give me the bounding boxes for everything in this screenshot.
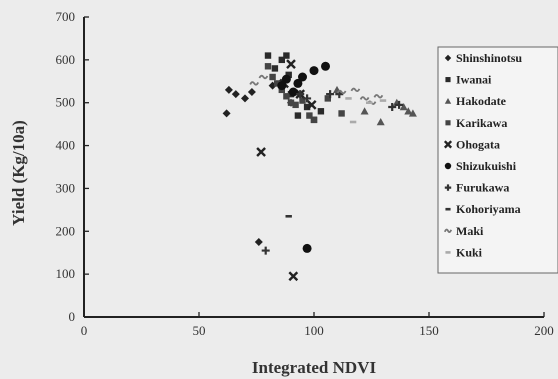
- y-tick-label: 700: [56, 9, 76, 24]
- legend-label: Furukawa: [456, 181, 509, 195]
- data-point: [222, 109, 231, 118]
- legend-label: Iwanai: [456, 73, 492, 87]
- legend-marker: [443, 228, 453, 233]
- data-point: [283, 52, 290, 59]
- data-point: [241, 94, 249, 103]
- legend-label: Shinshinotsu: [456, 51, 522, 65]
- y-tick-label: 200: [56, 223, 76, 238]
- data-point: [271, 65, 279, 72]
- data-point: [288, 271, 299, 282]
- series-furukawa: [261, 90, 404, 255]
- x-tick-label: 0: [81, 323, 88, 338]
- series-karikawa: [264, 63, 345, 124]
- data-point: [395, 100, 404, 109]
- data-point: [283, 93, 290, 100]
- data-point: [287, 99, 295, 106]
- legend-label: Hakodate: [456, 94, 507, 108]
- x-axis-label: Integrated NDVI: [252, 358, 377, 377]
- data-point: [303, 103, 311, 111]
- legend-marker: [445, 77, 451, 83]
- data-point: [249, 81, 260, 86]
- y-tick-label: 300: [56, 180, 76, 195]
- data-point: [321, 61, 330, 71]
- y-tick-label: 0: [69, 309, 76, 324]
- series-hakodate: [333, 85, 417, 126]
- data-point: [264, 63, 272, 70]
- data-point: [303, 94, 312, 103]
- data-point: [299, 97, 306, 104]
- x-tick-label: 100: [304, 323, 324, 338]
- data-point: [336, 89, 347, 95]
- data-point: [326, 90, 335, 99]
- legend-marker: [444, 54, 452, 62]
- data-point: [278, 56, 285, 64]
- x-tick-label: 200: [534, 323, 554, 338]
- data-point: [310, 116, 318, 124]
- data-point: [399, 103, 408, 111]
- legend-label: Maki: [456, 224, 484, 238]
- data-point: [408, 109, 417, 117]
- series-shinshinotsu: [222, 81, 295, 246]
- data-point: [302, 243, 312, 253]
- data-point: [274, 80, 281, 87]
- data-point: [373, 94, 384, 99]
- y-tick-label: 500: [56, 95, 76, 110]
- data-point: [281, 74, 291, 84]
- data-point: [261, 246, 270, 255]
- data-point: [360, 107, 369, 115]
- data-point: [324, 95, 331, 102]
- legend-marker: [444, 184, 452, 191]
- data-point: [286, 59, 296, 69]
- data-point: [288, 87, 298, 97]
- legend-label: Karikawa: [456, 116, 507, 130]
- data-point: [269, 73, 276, 81]
- data-point: [306, 100, 317, 110]
- data-point: [258, 74, 269, 80]
- legend-box: [437, 46, 558, 274]
- legend-marker: [444, 162, 452, 170]
- data-point: [277, 81, 287, 91]
- data-point: [306, 112, 313, 119]
- data-point: [388, 103, 397, 111]
- y-tick-label: 100: [56, 266, 76, 281]
- data-point: [376, 118, 385, 126]
- data-point: [298, 72, 307, 82]
- legend-label: Kohoriyama: [456, 202, 521, 216]
- x-tick-label: 150: [419, 323, 439, 338]
- y-tick-label: 600: [56, 52, 76, 67]
- data-point: [264, 52, 272, 59]
- data-point: [293, 78, 303, 88]
- data-point: [338, 110, 345, 117]
- series-kuki: [345, 97, 387, 124]
- data-point: [254, 238, 263, 246]
- legend-marker: [443, 140, 453, 149]
- data-point: [404, 107, 413, 115]
- data-point: [231, 90, 240, 99]
- data-point: [285, 71, 292, 79]
- data-point: [317, 108, 325, 115]
- data-point: [350, 87, 361, 93]
- y-tick-label: 400: [56, 138, 76, 153]
- data-point: [292, 101, 299, 109]
- data-point: [256, 147, 266, 157]
- data-point: [309, 66, 319, 76]
- data-point: [247, 88, 256, 96]
- legend-label: Ohogata: [456, 137, 500, 151]
- data-point: [294, 112, 302, 119]
- data-point: [359, 96, 370, 101]
- legend-marker: [445, 120, 451, 126]
- data-point: [296, 90, 305, 99]
- legend-label: Kuki: [456, 245, 483, 259]
- x-tick-label: 50: [193, 323, 206, 338]
- legend-label: Shizukuishi: [456, 159, 517, 173]
- series-shizukuishi: [277, 61, 330, 253]
- y-axis-label: Yield (Kg/10a): [9, 120, 28, 226]
- data-point: [224, 85, 233, 94]
- legend-marker: [444, 98, 452, 104]
